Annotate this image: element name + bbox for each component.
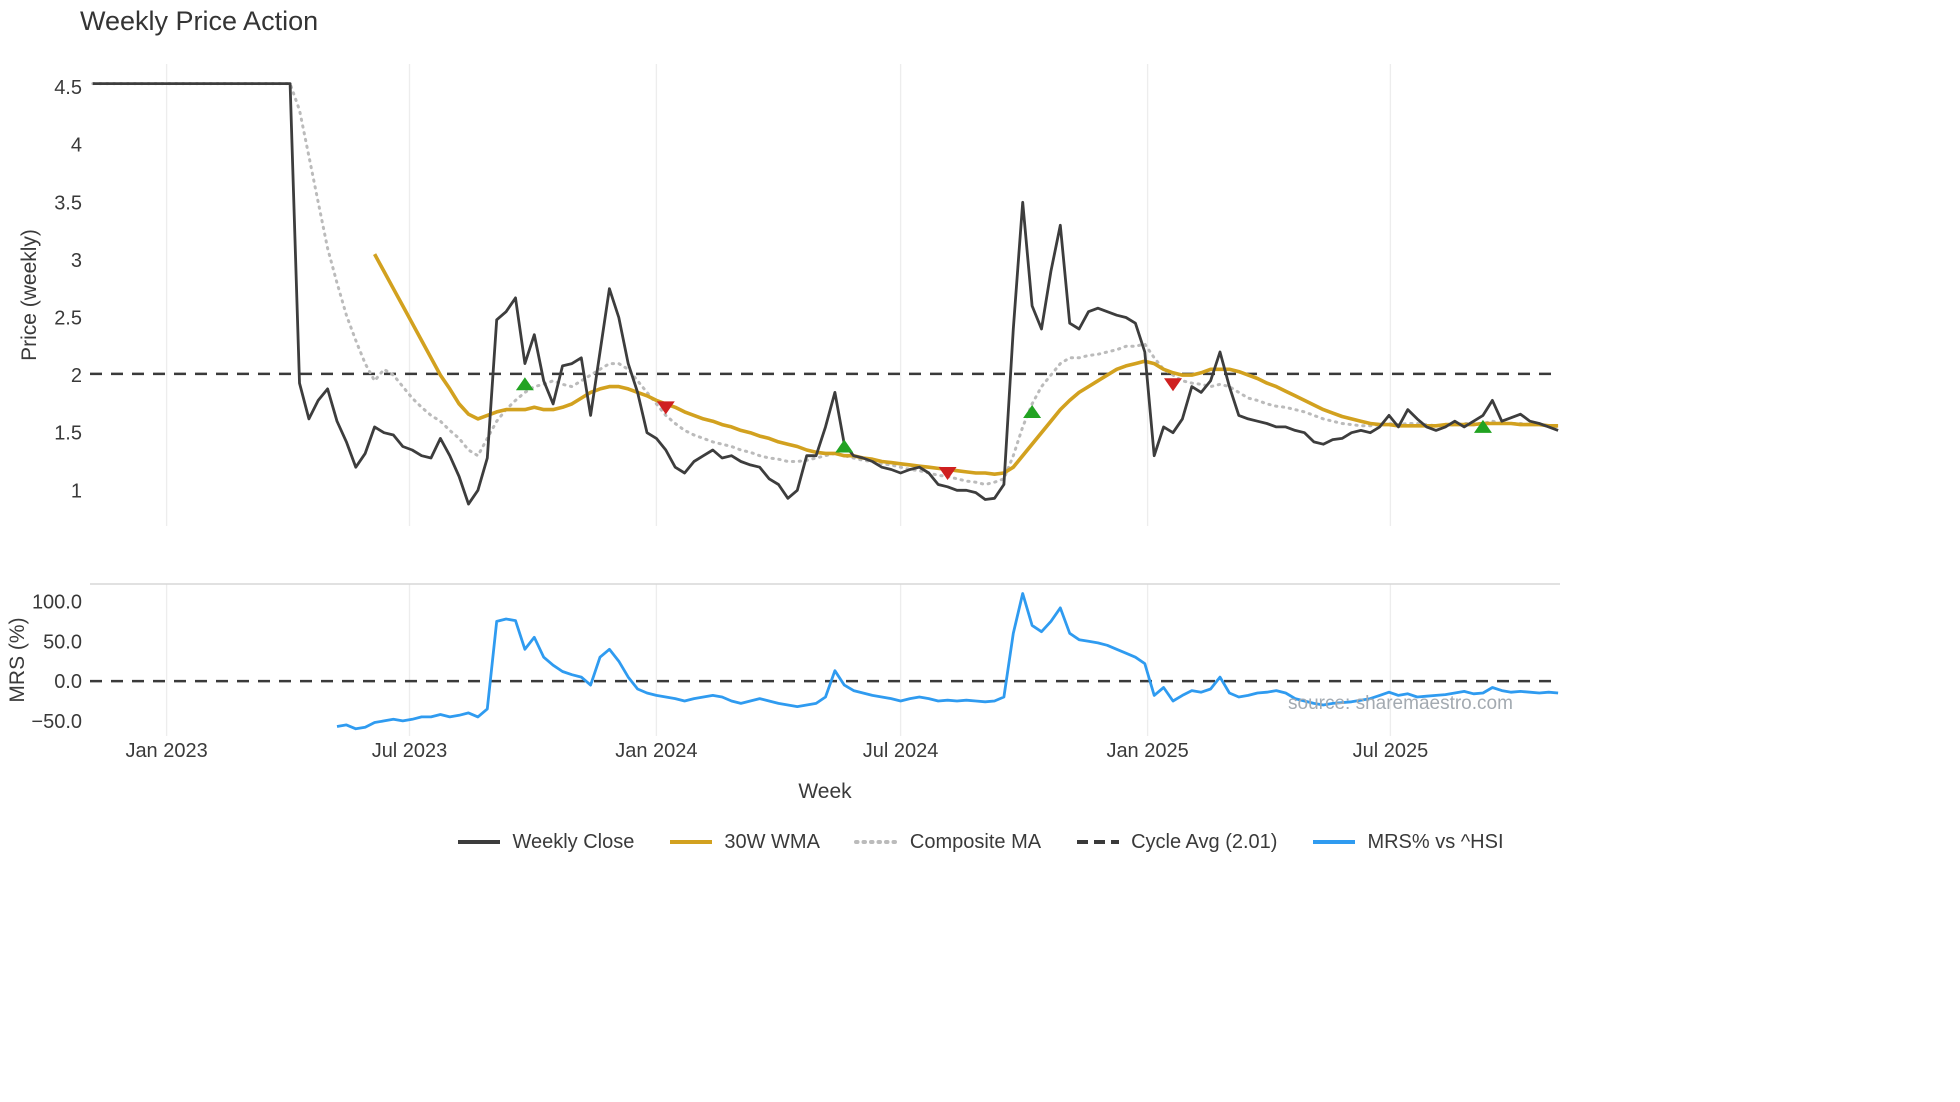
price-axis-label: Price (weekly)	[18, 229, 41, 361]
svg-text:100.0: 100.0	[32, 592, 82, 614]
svg-text:Jul 2024: Jul 2024	[863, 740, 939, 762]
legend-label: Weekly Close	[512, 830, 635, 853]
svg-text:Jan 2024: Jan 2024	[615, 740, 697, 762]
svg-text:1.5: 1.5	[54, 423, 82, 445]
legend-item-weekly-close: Weekly Close	[456, 831, 634, 854]
svg-text:3: 3	[71, 250, 82, 272]
solid-line-sample-icon	[1311, 838, 1357, 846]
svg-text:4: 4	[71, 135, 82, 157]
svg-text:Jul 2023: Jul 2023	[372, 740, 448, 762]
legend-item-composite-ma: Composite MA	[853, 830, 1042, 854]
svg-text:4.5: 4.5	[54, 77, 82, 99]
svg-text:Jan 2023: Jan 2023	[125, 740, 207, 762]
svg-text:0.0: 0.0	[54, 671, 82, 693]
svg-text:2: 2	[71, 365, 82, 387]
svg-text:50.0: 50.0	[43, 631, 82, 653]
dotted-line-sample-icon	[853, 838, 900, 846]
svg-text:Jul 2025: Jul 2025	[1353, 740, 1429, 762]
svg-text:1: 1	[71, 480, 82, 502]
watermark: source: sharemaestro.com	[1288, 693, 1513, 714]
svg-text:2.5: 2.5	[54, 308, 82, 330]
week-axis-label: Week	[798, 780, 852, 803]
legend-label: Cycle Avg (2.01)	[1131, 830, 1278, 853]
svg-text:3.5: 3.5	[54, 192, 82, 214]
legend-item-cycle-avg: Cycle Avg (2.01)	[1075, 831, 1277, 854]
solid-line-sample-icon	[668, 838, 714, 846]
legend: Weekly Close 30W WMA Composite MA Cycle …	[0, 826, 1960, 858]
solid-line-sample-icon	[456, 838, 502, 846]
legend-label: 30W WMA	[724, 830, 820, 853]
legend-item-30w-wma: 30W WMA	[668, 831, 820, 854]
legend-label: Composite MA	[909, 830, 1042, 853]
legend-item-mrs: MRS% vs ^HSI	[1311, 830, 1504, 854]
svg-text:−50.0: −50.0	[31, 711, 82, 733]
svg-text:Jan 2025: Jan 2025	[1106, 740, 1188, 762]
chart-title: Weekly Price Action	[80, 6, 319, 36]
legend-label: MRS% vs ^HSI	[1367, 830, 1504, 853]
mrs-axis-label: MRS (%)	[6, 617, 29, 703]
dashed-line-sample-icon	[1075, 838, 1121, 846]
